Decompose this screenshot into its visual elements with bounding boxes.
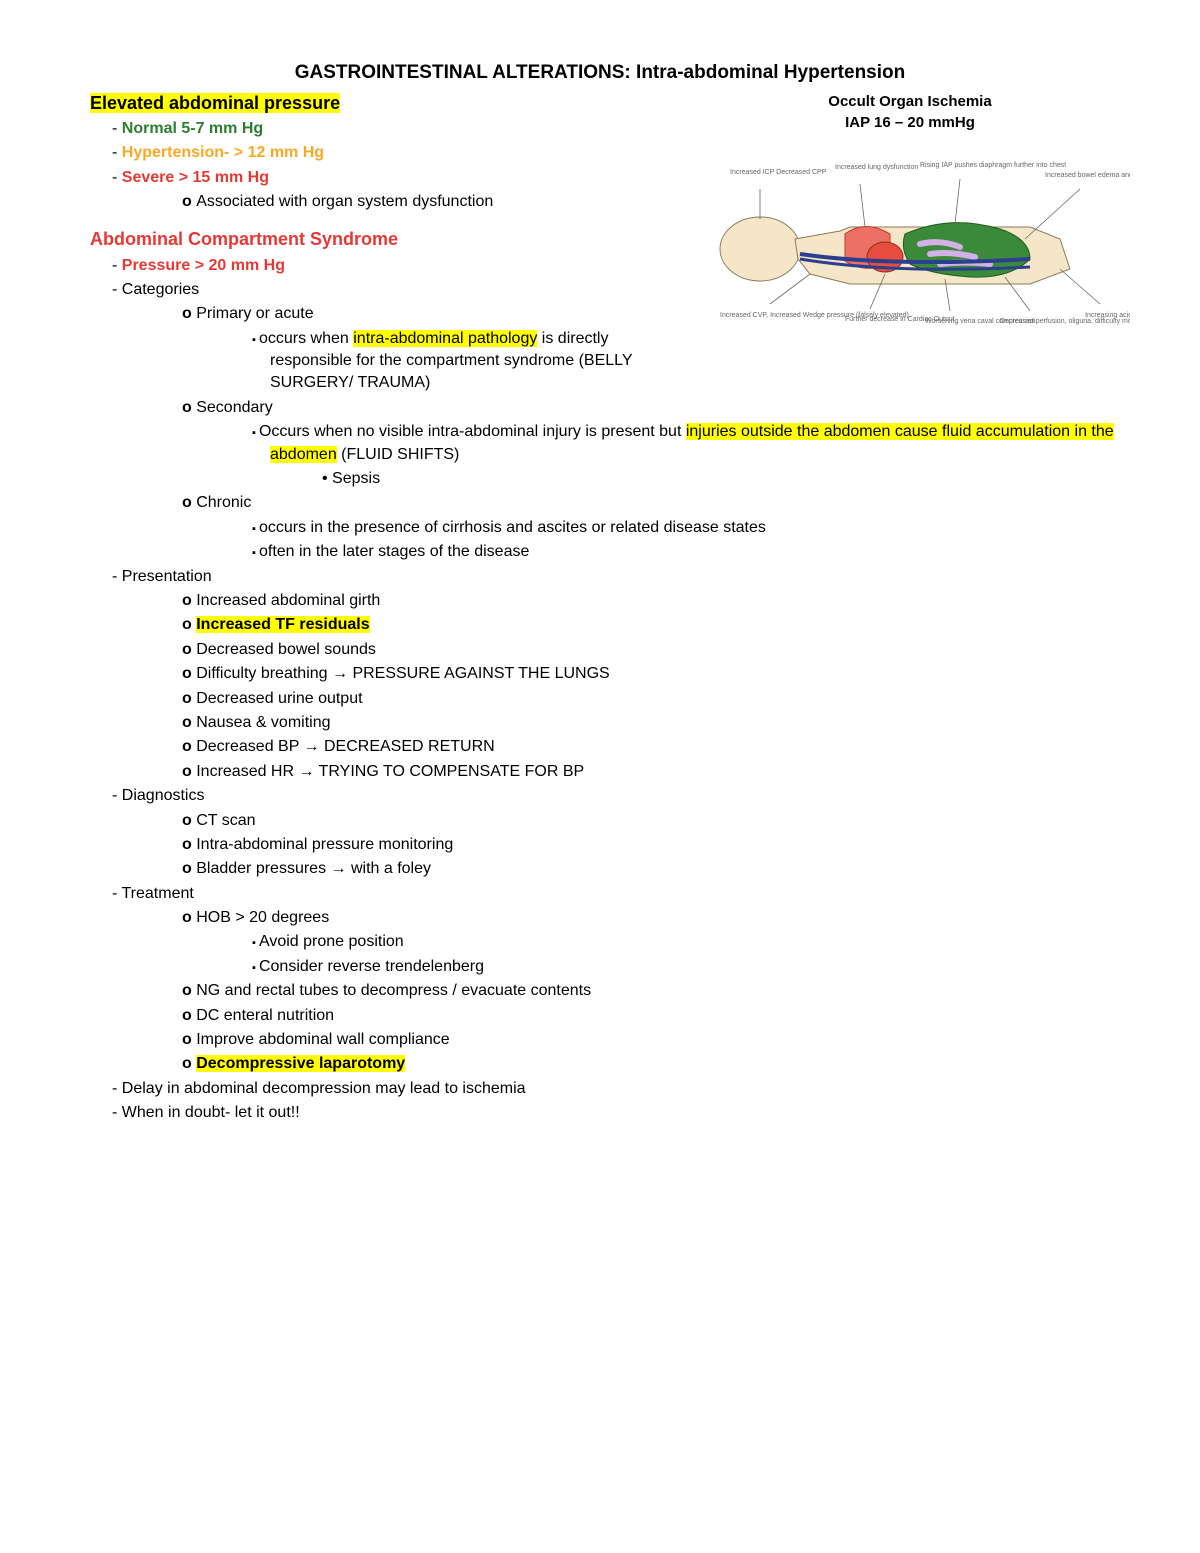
treat5: Decompressive laparotomy [50, 1053, 1150, 1075]
pres4: Difficulty breathing → PRESSURE AGAINST … [50, 663, 1150, 685]
treat1b: Consider reverse trendelenberg [50, 956, 1150, 978]
pres1: Increased abdominal girth [50, 590, 1150, 612]
treat1: HOB > 20 degrees [50, 907, 1150, 929]
pres7: Decreased BP → DECREASED RETURN [50, 736, 1150, 758]
treat3: DC enteral nutrition [50, 1005, 1150, 1027]
svg-text:Increased ICP Decreased CPP: Increased ICP Decreased CPP [730, 169, 827, 176]
svg-text:Increased lung dysfunction: Increased lung dysfunction [835, 164, 918, 171]
image-title: Occult Organ Ischemia [690, 91, 1130, 112]
pres2: Increased TF residuals [50, 614, 1150, 636]
secondary-text: Occurs when no visible intra-abdominal i… [50, 421, 1150, 466]
pres8: Increased HR → TRYING TO COMPENSATE FOR … [50, 761, 1150, 783]
diag1: CT scan [50, 810, 1150, 832]
diag3: Bladder pressures → with a foley [50, 858, 1150, 880]
svg-text:Increasing acidosis: Increasing acidosis [1085, 312, 1130, 319]
chronic-sub1: occurs in the presence of cirrhosis and … [50, 517, 1150, 539]
chronic-item: Chronic [50, 492, 1150, 514]
svg-text:Rising IAP pushes diaphragm fu: Rising IAP pushes diaphragm further into… [920, 162, 1066, 169]
pres5: Decreased urine output [50, 688, 1150, 710]
doubt-item: When in doubt- let it out!! [50, 1102, 1150, 1124]
diag2: Intra-abdominal pressure monitoring [50, 834, 1150, 856]
delay-item: Delay in abdominal decompression may lea… [50, 1078, 1150, 1100]
anatomy-diagram: Occult Organ Ischemia IAP 16 – 20 mmHg I… [690, 91, 1130, 346]
diagnostics-item: Diagnostics [50, 785, 1150, 807]
document-title: GASTROINTESTINAL ALTERATIONS: Intra-abdo… [50, 60, 1150, 87]
svg-text:Increased bowel edema and isch: Increased bowel edema and ischemia [1045, 172, 1130, 179]
treat1a: Avoid prone position [50, 931, 1150, 953]
secondary-item: Secondary [50, 397, 1150, 419]
treat4: Improve abdominal wall compliance [50, 1029, 1150, 1051]
sepsis-item: Sepsis [50, 468, 1150, 490]
presentation-item: Presentation [50, 566, 1150, 588]
chronic-sub2: often in the later stages of the disease [50, 541, 1150, 563]
svg-text:Decreased perfusion, oliguria,: Decreased perfusion, oliguria, difficult… [1000, 318, 1130, 325]
image-subtitle: IAP 16 – 20 mmHg [690, 112, 1130, 133]
anatomy-svg: Increased ICP Decreased CPP Increased lu… [690, 139, 1130, 339]
pres6: Nausea & vomiting [50, 712, 1150, 734]
treat2: NG and rectal tubes to decompress / evac… [50, 980, 1150, 1002]
acs-list: Pressure > 20 mm Hg Categories Primary o… [50, 255, 1150, 1125]
treatment-item: Treatment [50, 883, 1150, 905]
pres3: Decreased bowel sounds [50, 639, 1150, 661]
